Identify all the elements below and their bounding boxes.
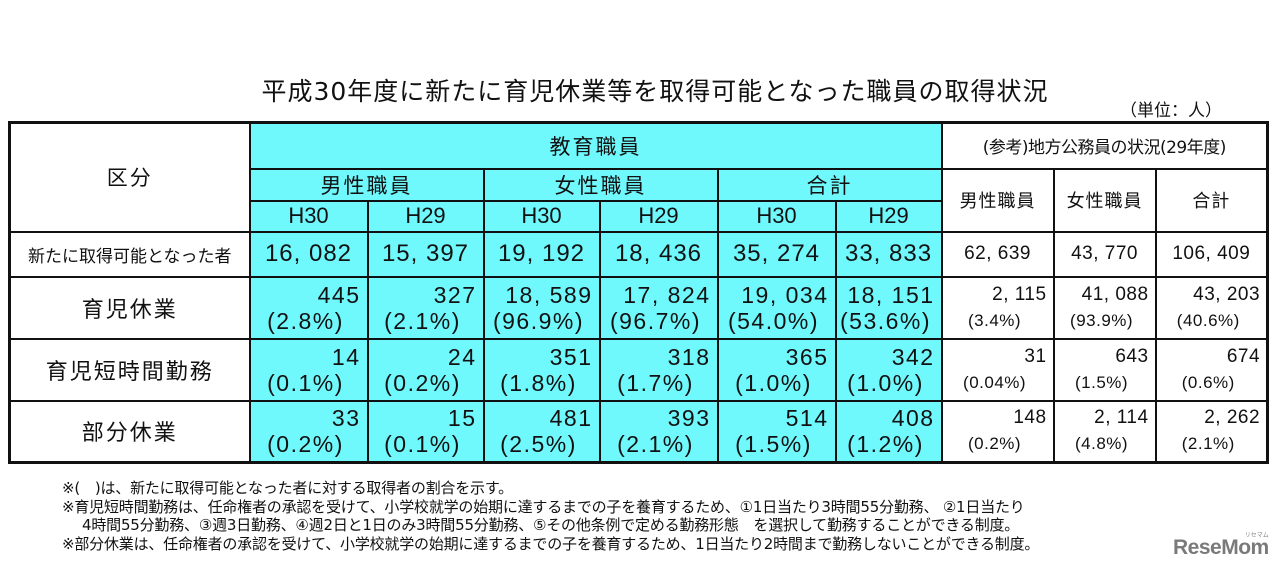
cell-value: 18, 589 (96.9%) xyxy=(482,275,601,340)
cell-value: 327 (2.1%) xyxy=(366,275,485,340)
row-label: 新たに取得可能となった者 xyxy=(8,230,251,278)
cell-percent: (2.1%) xyxy=(1181,434,1235,454)
cell-percent: (0.1%) xyxy=(384,431,461,458)
ref-cell-value: 2, 115 (3.4%) xyxy=(940,275,1055,340)
year-header: H30 xyxy=(482,199,601,233)
header-total: 合計 xyxy=(716,167,943,202)
cell-percent: (4.8%) xyxy=(1075,434,1129,454)
cell-value: 18, 151 (53.6%) xyxy=(834,275,943,340)
cell-percent: (1.7%) xyxy=(617,369,694,396)
cell-value: 35, 274 xyxy=(716,230,837,278)
ref-header-male: 男性職員 xyxy=(940,167,1055,233)
logo-text: ReseMom xyxy=(1173,536,1269,559)
ref-cell-value: 148 (0.2%) xyxy=(940,399,1055,464)
table-row: 育児短時間勤務 14 (0.1%) 24 (0.2%) 351 (1.8%) 318(… xyxy=(8,337,1269,402)
cell-value: 445 (2.8%) xyxy=(248,275,369,340)
cell-percent: (0.2%) xyxy=(267,431,344,458)
ref-cell-value: 674 (0.6%) xyxy=(1154,337,1269,402)
table-row: 新たに取得可能となった者 16, 082 15, 397 19, 192 18,… xyxy=(8,230,1269,278)
cell-value: 14 (0.1%) xyxy=(248,337,369,402)
year-header: H30 xyxy=(248,199,369,233)
cell-percent: (1.5%) xyxy=(735,431,812,458)
cell-value: 514 (1.5%) xyxy=(716,399,837,464)
cell-percent: (40.6%) xyxy=(1176,310,1240,330)
cell-percent: (1.8%) xyxy=(500,369,577,396)
ref-cell-value: 31 (0.04%) xyxy=(940,337,1055,402)
ref-cell-value: 43, 203 (40.6%) xyxy=(1154,275,1269,340)
logo-subtext: リセマム xyxy=(1244,533,1269,539)
ref-cell-value: 106, 409 xyxy=(1154,230,1269,278)
table-row: 部分休業 33 (0.2%) 15 (0.1%) 481 (2.5%) 393 (2.1… xyxy=(8,399,1269,464)
cell-value: 19, 034 (54.0%) xyxy=(716,275,837,340)
cell-value: 393 (2.1%) xyxy=(598,399,719,464)
cell-value: 24 (0.2%) xyxy=(366,337,485,402)
footnote: ※部分休業は、任命権者の承認を受けて、小学校就学の始期に達するまでの子を養育する… xyxy=(62,534,1040,553)
footnotes: ※( )は、新たに取得可能となった者に対する取得者の割合を示す。 ※育児短時間勤… xyxy=(62,479,1039,553)
cell-value: 342 (1.0%) xyxy=(834,337,943,402)
cell-value: 17, 824 (96.7%) xyxy=(598,275,719,340)
cell-percent: (1.5%) xyxy=(1075,372,1129,392)
cell-percent: (1.2%) xyxy=(847,431,924,458)
cell-percent: (2.5%) xyxy=(500,431,577,458)
ref-cell-value: 43, 770 xyxy=(1052,230,1157,278)
ref-cell-value: 2, 114 (4.8%) xyxy=(1052,399,1157,464)
cell-value: 33, 833 xyxy=(834,230,943,278)
cell-percent: (0.2%) xyxy=(968,434,1022,454)
cell-percent: (93.9%) xyxy=(1070,310,1134,330)
cell-percent: (0.6%) xyxy=(1181,372,1235,392)
ref-header-total: 合計 xyxy=(1154,167,1269,233)
cell-percent: (2.8%) xyxy=(267,307,344,334)
cell-value: 19, 192 xyxy=(482,230,601,278)
cell-percent: (1.0%) xyxy=(735,369,812,396)
unit-label: （単位：人） xyxy=(1120,101,1222,121)
footnote: ※育児短時間勤務は、任命権者の承認を受けて、小学校就学の始期に達するまでの子を養… xyxy=(62,497,1025,516)
cell-value: 16, 082 xyxy=(248,230,369,278)
ref-cell-value: 2, 262 (2.1%) xyxy=(1154,399,1269,464)
table-row: 育児休業 445 (2.8%) 327 (2.1%) 18, 589 (96.9%) … xyxy=(8,275,1269,340)
year-header: H29 xyxy=(366,199,485,233)
cell-percent: (2.1%) xyxy=(384,307,461,334)
row-label: 部分休業 xyxy=(8,399,251,464)
cell-value: 408 (1.2%) xyxy=(834,399,943,464)
cell-percent: (3.4%) xyxy=(968,310,1022,330)
cell-value: 318 (1.7%) xyxy=(598,337,719,402)
cell-value: 351 (1.8%) xyxy=(482,337,601,402)
cell-percent: (0.1%) xyxy=(267,369,344,396)
reference-header: (参考)地方公務員の状況(29年度) xyxy=(940,121,1269,170)
year-header: H30 xyxy=(716,199,837,233)
cell-percent: (0.04%) xyxy=(963,372,1027,392)
cell-value: 481 (2.5%) xyxy=(482,399,601,464)
cell-value: 18, 436 xyxy=(598,230,719,278)
cell-percent: (96.7%) xyxy=(609,307,702,334)
cell-percent: (53.6%) xyxy=(840,307,932,334)
cell-value: 15 (0.1%) xyxy=(366,399,485,464)
cell-percent: (54.0%) xyxy=(727,307,820,334)
page-title: 平成30年度に新たに育児休業等を取得可能となった職員の取得状況 xyxy=(261,77,1049,106)
data-table: 区分 教育職員 (参考)地方公務員の状況(29年度) 男性職員 女性職員 合計 … xyxy=(8,121,1270,464)
footnote: 4時間55分勤務、③週3日勤務、④週2日と1日のみ3時間55分勤務、⑤その他条例… xyxy=(82,516,1020,534)
education-staff-header: 教育職員 xyxy=(248,121,943,170)
year-header: H29 xyxy=(834,199,943,233)
ref-header-female: 女性職員 xyxy=(1052,167,1157,233)
corner-header: 区分 xyxy=(8,121,251,233)
header-male: 男性職員 xyxy=(248,167,485,202)
row-label: 育児短時間勤務 xyxy=(8,337,251,402)
cell-percent: (2.1%) xyxy=(617,431,694,458)
header-female: 女性職員 xyxy=(482,167,719,202)
row-label: 育児休業 xyxy=(8,275,251,340)
ref-cell-value: 643 (1.5%) xyxy=(1052,337,1157,402)
cell-value: 365 (1.0%) xyxy=(716,337,837,402)
year-header: H29 xyxy=(598,199,719,233)
cell-value: 33 (0.2%) xyxy=(248,399,369,464)
ref-cell-value: 62, 639 xyxy=(940,230,1055,278)
cell-percent: (1.0%) xyxy=(847,369,924,396)
ref-cell-value: 41, 088 (93.9%) xyxy=(1052,275,1157,340)
footnote: ※( )は、新たに取得可能となった者に対する取得者の割合を示す。 xyxy=(62,479,513,497)
cell-value: 15, 397 xyxy=(366,230,485,278)
cell-percent: (0.2%) xyxy=(384,369,461,396)
resemom-logo: ReseMom リセマム xyxy=(1173,533,1269,560)
cell-percent: (96.9%) xyxy=(492,307,585,334)
